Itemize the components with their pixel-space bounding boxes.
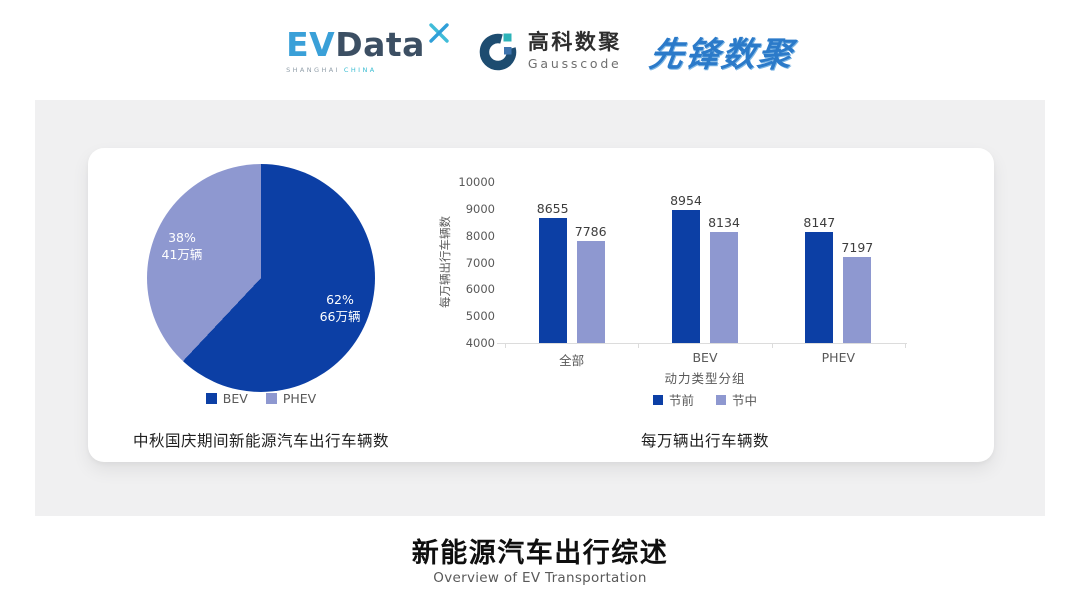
y-tick-label: 10000 [458,175,495,189]
bar-plot-area: 10000 9000 8000 7000 6000 5000 4000 8655 7786 全部 8… [458,175,907,368]
x-tick-mark [771,343,773,348]
legend-label: 节中 [732,393,758,408]
legend-item: 节中 [716,390,757,409]
evdata-wordmark: EV Data [286,23,451,64]
category-label: 全部 [559,353,585,368]
pie-slice-percent: 62% [326,292,354,308]
y-tick-label: 4000 [465,336,495,350]
y-tick-label: 7000 [465,255,495,270]
pioneer-logo: 先锋数聚 [647,27,797,76]
bar-value-label: 8134 [708,215,740,231]
page-subtitle: Overview of EV Transportation [433,570,647,586]
category-label: BEV [692,350,718,365]
pie-slice-value: 41万辆 [161,246,203,262]
legend-item: PHEV [265,391,317,406]
bar-value-label: 7197 [841,240,874,256]
category-label: PHEV [821,350,856,365]
header-logos: EV Data SHANGHAI CHINA 高科数聚 Gausscode 先锋数聚 [0,20,1080,82]
y-tick-label: 6000 [465,282,495,297]
pie-chart-title: 中秋国庆期间新能源汽车出行车辆数 [132,432,389,450]
evdata-ev-text: EV [286,25,336,64]
bar-value-label: 8147 [803,214,836,230]
pie-legend: BEV PHEV [88,391,434,406]
evdata-tagline: SHANGHAI CHINA [286,66,451,74]
y-tick-label: 9000 [465,201,495,216]
pie-slice-label: 38% 41万辆 [162,230,203,264]
evdata-tagline-china: CHINA [343,66,377,74]
legend-label: 节前 [668,393,694,408]
bar [843,257,872,343]
bar-value-label: 7786 [574,224,607,240]
gausscode-cn-text: 高科数聚 [527,30,622,55]
legend-label: BEV [222,391,248,406]
bar-value-label: 8954 [670,193,702,209]
x-tick-mark [505,343,506,348]
evdata-tagline-shanghai: SHANGHAI [286,66,340,74]
pie-slice-percent: 38% [168,229,196,245]
content-panel: BEV PHEV 中秋国庆期间新能源汽车出行车辆数 62% 66万辆 38% 41万辆 … [35,100,1045,516]
y-tick-label: 5000 [465,309,495,324]
charts-card: BEV PHEV 中秋国庆期间新能源汽车出行车辆数 62% 66万辆 38% 41万辆 … [88,148,994,462]
pioneer-wordmark: 先锋数聚 [646,34,797,75]
legend-swatch [265,393,277,404]
y-tick-label: 8000 [465,228,495,243]
pie-slice-value: 66万辆 [319,309,361,325]
x-axis-title: 动力类型分组 [664,371,746,386]
pie [147,164,375,392]
x-axis-line [497,343,907,344]
gausscode-en-text: Gausscode [527,55,622,71]
bar [576,241,605,343]
evdata-data-text: Data [335,25,425,64]
x-tick-mark [905,343,906,348]
x-tick-mark [638,343,640,348]
bar-chart: 每万辆出行车辆数 10000 9000 8000 7000 6000 5000 4000 86… [88,148,994,462]
legend-item: BEV [205,391,248,406]
bar [805,231,834,343]
gausscode-g-icon [479,33,517,71]
evdata-logo: EV Data SHANGHAI CHINA [286,23,451,74]
page-title: 新能源汽车出行综述 [411,538,669,569]
pie-chart: BEV PHEV 中秋国庆期间新能源汽车出行车辆数 62% 66万辆 38% 41万辆 [88,148,434,462]
pie-slice-label: 62% 66万辆 [320,292,361,326]
bar-value-label: 8655 [536,201,569,217]
gausscode-logo: 高科数聚 Gausscode [479,31,622,71]
bar [538,218,567,343]
legend-swatch [205,393,217,404]
bar [710,232,738,343]
bar-legend: 节前 节中 [505,390,905,409]
legend-swatch [716,394,726,405]
legend-item: 节前 [652,390,694,409]
gausscode-wordmark: 高科数聚 Gausscode [527,30,622,71]
bar [672,210,700,343]
legend-swatch [652,394,663,405]
sparkle-x-icon [429,23,449,43]
bar-chart-title: 每万辆出行车辆数 [640,432,769,450]
legend-label: PHEV [282,391,317,406]
